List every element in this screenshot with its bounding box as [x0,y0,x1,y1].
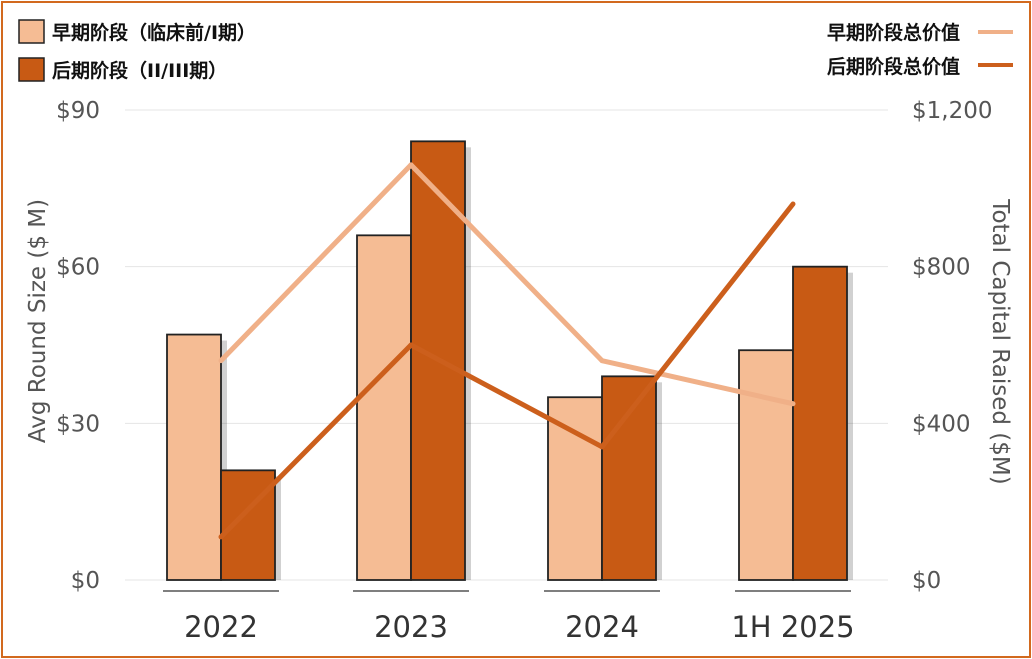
y-left-tick-label: $90 [56,98,100,124]
bar-early [547,396,603,581]
legend-label-early-bar: 早期阶段（临床前/I期） [52,21,256,44]
y-right-tick-label: $1,200 [912,98,992,124]
line-segment-early [599,358,796,407]
y-left-axis-title: Avg Round Size ($ M) [25,199,51,443]
line-segment-early [218,162,414,364]
bar-late [601,375,657,581]
y-right-axis-title: Total Capital Raised ($M) [987,198,1013,484]
y-right-tick-label: $0 [912,568,941,594]
line-segment-late [218,342,414,540]
legend-lines: 早期阶段总价值 后期阶段总价值 [827,21,1013,78]
line-segment-early [408,162,605,364]
bar-early [738,349,794,581]
lines [218,162,796,540]
legend-bars: 早期阶段（临床前/I期） 后期阶段（II/III期） [18,19,256,82]
y-left-tick-label: $30 [56,411,100,437]
legend-swatch-late-bar [18,57,45,82]
x-tick-label: 2022 [184,610,258,644]
legend-label-early-line: 早期阶段总价值 [827,21,960,44]
legend-label-late-line: 后期阶段总价值 [827,55,960,78]
bars [166,140,853,581]
y-left-tick-label: $60 [56,255,100,281]
x-tick-label: 2023 [374,610,448,644]
bar-late [792,265,848,581]
y-left-tick-label: $0 [71,568,100,594]
legend-swatch-early-bar [18,19,45,44]
y-right-tick-label: $400 [912,411,971,437]
x-tick-label: 1H 2025 [731,610,854,644]
axes: $0 $30 $60 $90 $0 $400 $800 $1,200 2022 2023 2024 1… [56,98,992,644]
x-tick-label: 2024 [565,610,639,644]
line-segment-late [599,201,796,450]
line-segment-late [408,342,605,450]
y-right-tick-label: $800 [912,255,971,281]
legend-label-late-bar: 后期阶段（II/III期） [52,59,227,82]
bar-early [356,234,412,581]
bar-early [166,333,222,581]
bar-late [220,469,276,581]
